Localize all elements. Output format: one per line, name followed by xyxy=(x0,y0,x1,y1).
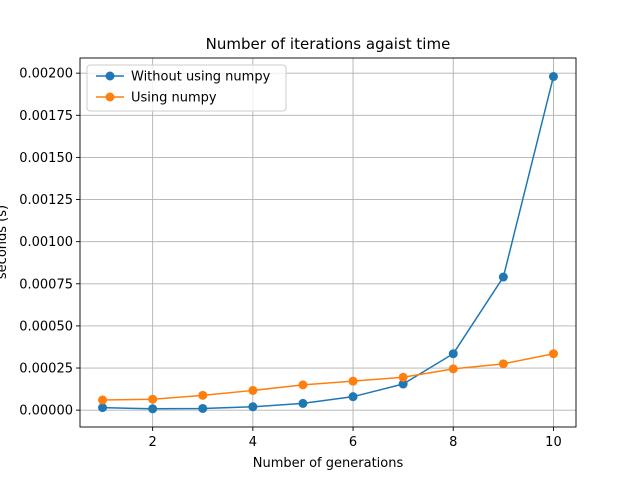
x-tick-label: 10 xyxy=(545,435,562,450)
series-1-point-4 xyxy=(248,385,258,395)
series-0-point-7 xyxy=(398,379,408,389)
legend-label-using-numpy: Using numpy xyxy=(131,91,217,106)
grid xyxy=(80,58,576,427)
series-1-point-7 xyxy=(398,372,408,382)
legend-label-without-numpy: Without using numpy xyxy=(131,70,271,85)
series-0-point-8 xyxy=(448,349,458,359)
chart-title: Number of iterations agaist time xyxy=(206,35,451,53)
series-1-point-8 xyxy=(448,364,458,374)
legend-marker-using-numpy xyxy=(105,92,115,102)
series-1-point-5 xyxy=(298,380,308,390)
y-tick-label: 0.00075 xyxy=(19,277,73,292)
x-axis-label: Number of generations xyxy=(253,456,404,471)
series-1-point-10 xyxy=(548,349,558,359)
legend-marker-without-numpy xyxy=(105,71,115,81)
legend-box xyxy=(86,64,287,112)
x-tick-label: 2 xyxy=(149,435,157,450)
x-tick-label: 6 xyxy=(349,435,357,450)
legend: Without using numpy Using numpy xyxy=(86,64,287,112)
y-tick-label: 0.00175 xyxy=(19,109,73,124)
y-tick-label: 0.00050 xyxy=(19,319,73,334)
series-0-point-10 xyxy=(548,72,558,82)
y-tick-label: 0.00200 xyxy=(19,67,73,82)
y-tick-label: 0.00025 xyxy=(19,362,73,377)
series-1-point-6 xyxy=(348,376,358,386)
series-0-point-3 xyxy=(198,403,208,413)
x-tick-label: 8 xyxy=(449,435,457,450)
y-axis-ticks: 0.00000 0.00025 0.00050 0.00075 0.00100 0.001… xyxy=(19,67,80,419)
series-1-point-3 xyxy=(198,390,208,400)
series-1-point-2 xyxy=(148,394,158,404)
y-tick-label: 0.00100 xyxy=(19,235,73,250)
series-0-point-9 xyxy=(498,272,508,282)
series-1-point-1 xyxy=(98,395,108,405)
plot-frame xyxy=(79,57,577,428)
series-1-point-9 xyxy=(498,359,508,369)
y-tick-label: 0.00125 xyxy=(19,193,73,208)
x-tick-label: 4 xyxy=(249,435,257,450)
series-0-point-6 xyxy=(348,392,358,402)
y-tick-label: 0.00150 xyxy=(19,151,73,166)
x-axis-ticks: 2 4 6 8 10 xyxy=(149,427,562,450)
series-0-point-4 xyxy=(248,402,258,412)
series-0-point-5 xyxy=(298,398,308,408)
series-line-1 xyxy=(102,352,554,401)
series-0-point-2 xyxy=(148,404,158,414)
y-axis-label: seconds (s) xyxy=(0,205,10,279)
series-group xyxy=(98,72,558,414)
series-line-0 xyxy=(102,76,555,410)
series-0-point-1 xyxy=(98,403,108,413)
y-tick-label: 0.00000 xyxy=(19,404,73,419)
